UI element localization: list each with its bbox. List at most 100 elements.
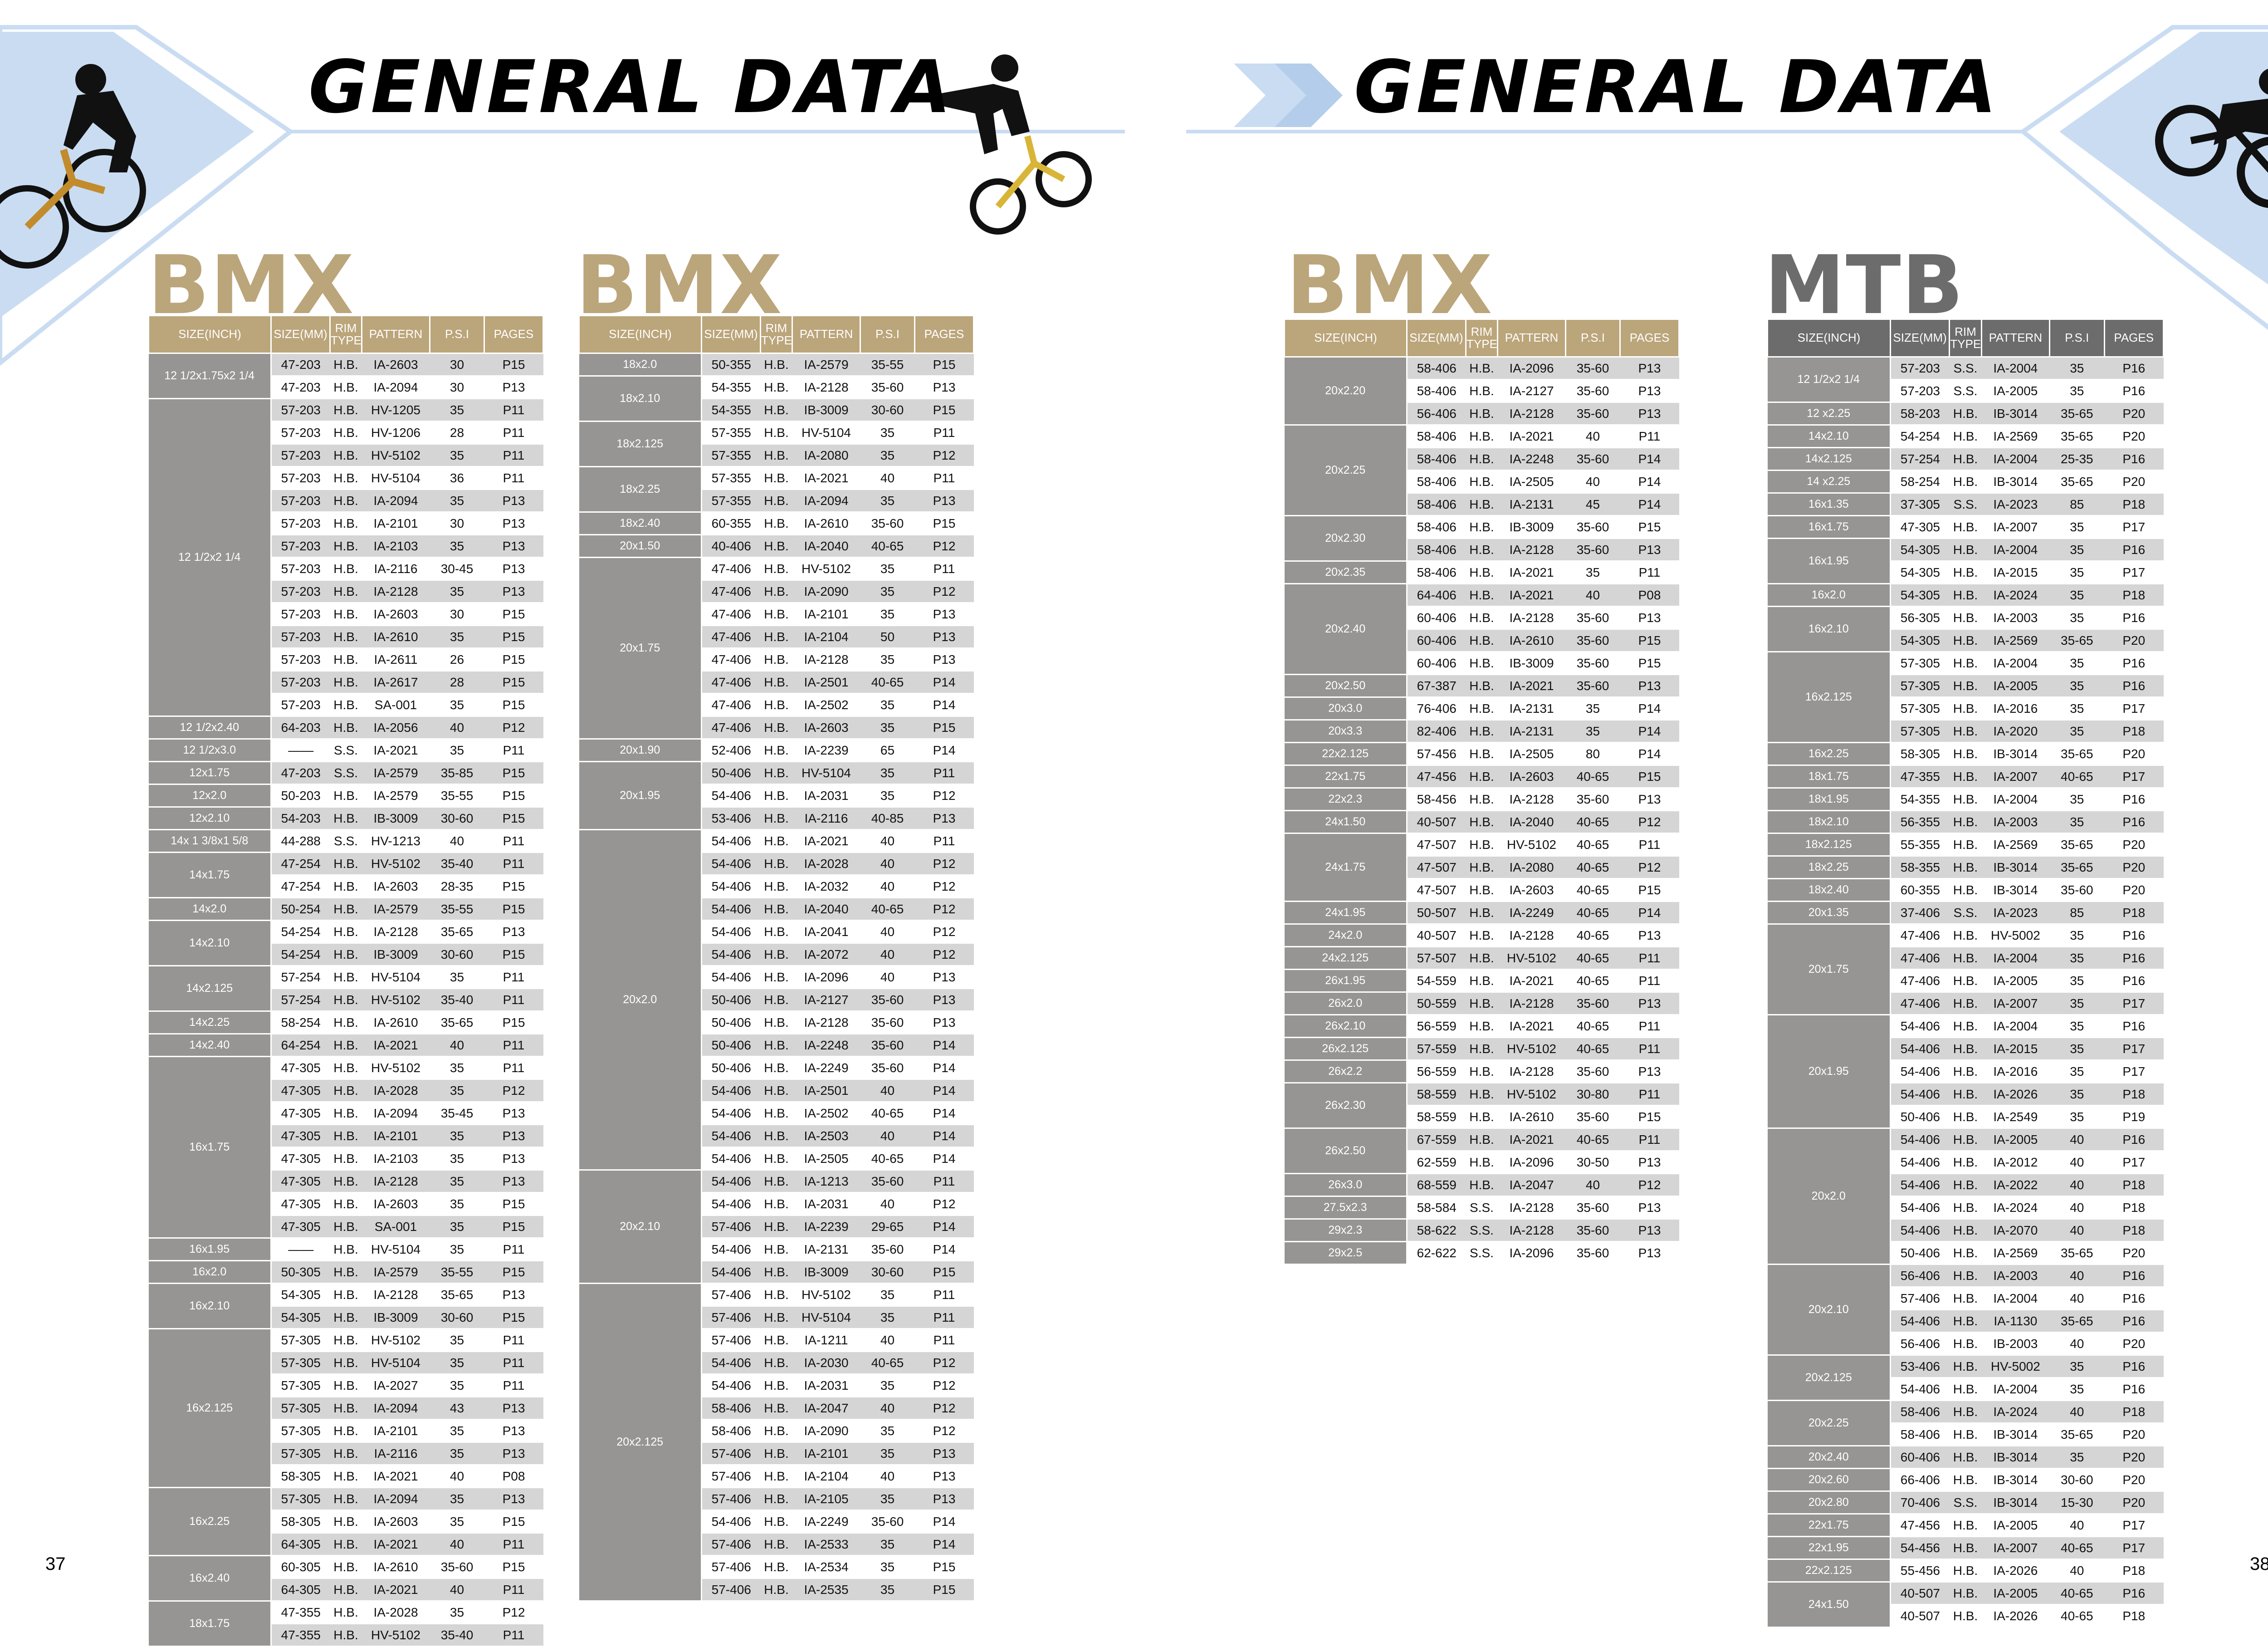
psi-cell: 35-45 — [430, 1102, 484, 1125]
pattern-cell: IA-2094 — [362, 1397, 430, 1420]
size-mm-cell: 54-406 — [1890, 1173, 1950, 1197]
size-mm-cell: 55-456 — [1890, 1559, 1950, 1583]
rim-type-cell: H.B. — [1949, 1219, 1982, 1242]
size-inch-cell: 26x2.50 — [1284, 1128, 1408, 1174]
pattern-cell: IA-2022 — [1981, 1173, 2050, 1197]
pages-cell: P14 — [1620, 720, 1679, 743]
size-inch-cell: 29x2.3 — [1284, 1219, 1408, 1242]
pattern-cell: IA-2501 — [792, 671, 860, 694]
pattern-cell: IA-2101 — [362, 1124, 430, 1148]
pattern-cell: IA-2021 — [792, 466, 860, 490]
pages-cell: P11 — [484, 1623, 543, 1647]
size-mm-cell: 47-305 — [1890, 515, 1950, 539]
psi-cell: 35 — [2049, 1037, 2105, 1061]
pages-cell: P16 — [2104, 447, 2164, 471]
size-mm-cell: 57-305 — [271, 1442, 330, 1466]
psi-cell: 35 — [860, 421, 915, 445]
pages-cell: P11 — [914, 1283, 974, 1307]
psi-cell: 40-65 — [2049, 1536, 2105, 1560]
rim-type-cell: H.B. — [1466, 606, 1498, 630]
size-mm-cell: 50-406 — [701, 1034, 761, 1057]
rim-type-cell: H.B. — [1466, 470, 1498, 494]
rim-type-cell: H.B. — [1466, 538, 1498, 562]
psi-cell: 40 — [2049, 1332, 2105, 1356]
table-row: 16x1.95 54-305 H.B. IA-2004 35 P16 — [1767, 538, 2164, 584]
pages-cell: P13 — [484, 1419, 543, 1443]
psi-cell: 35-60 — [1565, 357, 1620, 380]
table-header-row: SIZE(INCH) SIZE(MM) RIM TYPE PATTERN P.S.I PA… — [1284, 319, 1680, 358]
table-row: 47-507 H.B. IA-2080 40-65 P12 — [1285, 856, 1679, 879]
rim-type-cell: H.B. — [1949, 1536, 1982, 1560]
pages-cell: P14 — [914, 671, 974, 694]
psi-cell: 35 — [430, 1170, 484, 1193]
pattern-cell: IA-2094 — [362, 376, 430, 399]
size-mm-cell: 58-406 — [1407, 515, 1466, 539]
table-row: 47-406 H.B. IA-2501 40-65 P14 — [579, 671, 974, 694]
size-inch-cell: 26x2.125 — [1284, 1037, 1408, 1061]
data-table-mtb: SIZE(INCH) SIZE(MM) RIM TYPE PATTERN P.S.I PA… — [1767, 319, 2165, 1628]
pages-cell: P13 — [1620, 924, 1679, 947]
size-inch-cell: 16x2.0 — [1767, 583, 1891, 607]
table-row: 58-406 H.B. IA-2047 40 P12 — [579, 1397, 974, 1420]
table-row: 47-406 H.B. IA-2104 50 P13 — [579, 625, 974, 649]
pattern-cell: IA-2007 — [1981, 765, 2050, 789]
psi-cell: 40 — [860, 1124, 915, 1148]
size-mm-cell: 57-203 — [1890, 357, 1950, 380]
pages-cell: P13 — [914, 1011, 974, 1034]
rim-type-cell: H.B. — [760, 1102, 792, 1125]
rim-type-cell: H.B. — [1949, 878, 1982, 902]
pattern-cell: IB-3014 — [1981, 856, 2050, 879]
pattern-cell: IB-3009 — [792, 1260, 860, 1284]
pages-cell: P11 — [484, 1374, 543, 1397]
size-mm-cell: 54-406 — [701, 897, 761, 921]
size-inch-cell: 16x1.95 — [148, 1238, 272, 1261]
table-row: 54-406 H.B. IA-2012 40 P17 — [1768, 1151, 2164, 1174]
size-mm-cell: 47-254 — [271, 875, 330, 898]
table-row: 20x1.95 54-406 H.B. IA-2004 35 P16 — [1767, 1015, 2164, 1129]
psi-cell: 40-65 — [1565, 946, 1620, 970]
psi-cell: 40-65 — [1565, 856, 1620, 879]
table-row: 27.5x2.3 58-584 S.S. IA-2128 35-60 P13 — [1284, 1196, 1679, 1220]
rim-type-cell: H.B. — [760, 1011, 792, 1034]
column-header: P.S.I — [860, 315, 915, 354]
rim-type-cell: H.B. — [760, 1328, 792, 1352]
psi-cell: 35 — [2049, 1105, 2105, 1129]
table-row: 60-406 H.B. IB-3009 35-60 P15 — [1285, 652, 1679, 675]
table-row: 57-203 H.B. IA-2103 35 P13 — [149, 534, 543, 558]
pages-cell: P16 — [2104, 1015, 2164, 1038]
psi-cell: 35 — [860, 1306, 915, 1329]
table-row: 47-406 H.B. IA-2007 35 P17 — [1768, 992, 2164, 1015]
size-inch-cell: 12 1/2x1.75x2 1/4 — [148, 353, 272, 399]
size-mm-cell: 50-254 — [271, 897, 330, 921]
size-inch-cell: 18x1.75 — [148, 1601, 272, 1647]
psi-cell: 40 — [860, 852, 915, 876]
psi-cell: 40 — [860, 966, 915, 989]
rim-type-cell: H.B. — [1949, 1128, 1982, 1152]
table-row: 24x2.0 40-507 H.B. IA-2128 40-65 P13 — [1284, 924, 1679, 947]
pages-cell: P13 — [914, 1442, 974, 1466]
pages-cell: P15 — [484, 943, 543, 966]
pages-cell: P18 — [2104, 1400, 2164, 1424]
pages-cell: P18 — [2104, 901, 2164, 925]
table-row: 57-406 H.B. IA-2534 35 P15 — [579, 1555, 974, 1579]
table-row: 54-406 H.B. IA-2070 40 P18 — [1768, 1219, 2164, 1242]
size-inch-cell: 22x2.125 — [1767, 1559, 1891, 1583]
pattern-cell: IA-2056 — [362, 716, 430, 740]
size-mm-cell: 57-355 — [701, 444, 761, 467]
pattern-cell: HV-5104 — [362, 1351, 430, 1375]
rim-type-cell: H.B. — [760, 603, 792, 626]
rim-type-cell: H.B. — [1466, 969, 1498, 993]
table-row: 57-355 H.B. IA-2080 35 P12 — [579, 444, 974, 467]
pages-cell: P13 — [1620, 379, 1679, 403]
table-row: 54-406 H.B. IA-2501 40 P14 — [579, 1079, 974, 1103]
size-mm-cell: 58-406 — [1890, 1400, 1950, 1424]
pages-cell: P16 — [2104, 1287, 2164, 1310]
pages-cell: P16 — [2104, 652, 2164, 675]
pattern-cell: IB-3009 — [362, 807, 430, 830]
psi-cell: 40 — [860, 1079, 915, 1103]
pages-cell: P17 — [2104, 1514, 2164, 1537]
psi-cell: 35 — [2049, 1446, 2105, 1469]
size-mm-cell: 57-406 — [701, 1578, 761, 1602]
psi-cell: 35-60 — [860, 1034, 915, 1057]
pattern-cell: IA-2016 — [1981, 697, 2050, 721]
